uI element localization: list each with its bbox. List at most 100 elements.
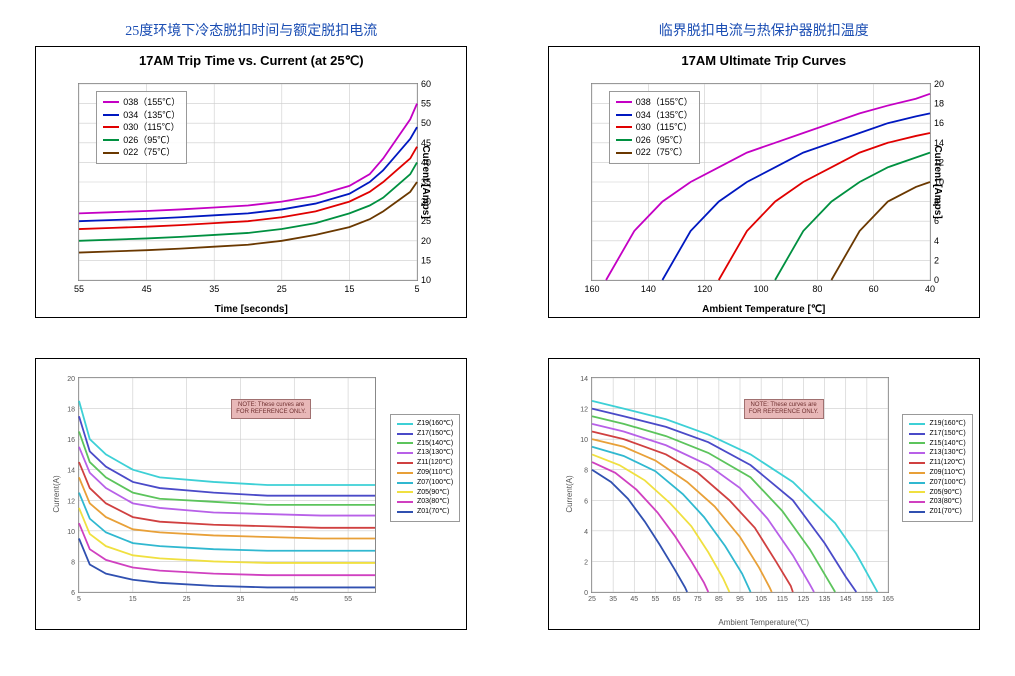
svg-text:105: 105 [755,596,767,603]
legend-item: Z13(130℃) [397,448,453,458]
legend-label: Z05(90℃) [929,488,961,498]
svg-text:120: 120 [697,284,712,294]
svg-text:25: 25 [183,596,191,603]
panel4-chart: 2535455565758595105115125135145155165024… [548,358,980,630]
legend-label: Z15(140℃) [417,439,453,449]
legend-item: 038（155℃） [103,96,180,109]
panel1-title: 17AM Trip Time vs. Current (at 25℃) [36,53,466,69]
legend-item: Z03(80℃) [909,497,965,507]
legend-label: Z03(80℃) [417,497,449,507]
legend-label: Z01(70℃) [417,507,449,517]
panel-ref-curves-2: 2535455565758595105115125135145155165024… [533,358,996,630]
panel1-chart: 17AM Trip Time vs. Current (at 25℃) 55 45… [35,46,467,318]
svg-text:50: 50 [421,118,431,128]
panel4-plot: 2535455565758595105115125135145155165024… [591,377,889,593]
svg-text:20: 20 [421,236,431,246]
svg-text:155: 155 [861,596,873,603]
legend-item: Z13(130℃) [909,448,965,458]
legend-item: Z01(70℃) [909,507,965,517]
svg-text:15: 15 [421,255,431,265]
svg-text:75: 75 [694,596,702,603]
panel-ref-curves-1: 5152535455568101214161820 Current(A) NOT… [20,358,483,630]
svg-text:2: 2 [584,559,588,566]
svg-text:35: 35 [209,284,219,294]
svg-text:20: 20 [934,79,944,89]
legend-item: Z07(100℃) [397,478,453,488]
panel1-ylabel: Current [Amps] [420,145,431,218]
panel3-ylabel: Current(A) [52,475,61,512]
legend-item: 030（115℃） [103,121,180,134]
svg-text:10: 10 [421,275,431,285]
svg-text:25: 25 [277,284,287,294]
svg-text:35: 35 [609,596,617,603]
svg-text:115: 115 [776,596,787,603]
legend-label: 022（75℃） [123,146,175,159]
legend-label: 038（155℃） [636,96,693,109]
panel1-legend: 038（155℃）034（135℃）030（115℃）026（95℃）022（7… [96,91,187,164]
svg-text:85: 85 [715,596,723,603]
svg-text:65: 65 [672,596,680,603]
svg-text:160: 160 [584,284,599,294]
legend-label: Z13(130℃) [417,448,453,458]
panel3-plot: 5152535455568101214161820 [78,377,376,593]
legend-item: Z05(90℃) [397,488,453,498]
legend-item: Z11(120℃) [909,458,965,468]
legend-label: 030（115℃） [123,121,179,134]
legend-label: Z09(110℃) [417,468,453,478]
svg-text:45: 45 [142,284,152,294]
panel4-legend: Z19(160℃)Z17(150℃)Z15(140℃)Z13(130℃)Z11(… [902,414,972,522]
panel2-ylabel: Current [Amps] [933,145,944,218]
legend-label: 034（135℃） [123,109,180,122]
legend-item: Z09(110℃) [909,468,965,478]
svg-text:125: 125 [797,596,809,603]
legend-item: Z19(160℃) [397,419,453,429]
legend-label: Z17(150℃) [929,429,965,439]
panel1-xlabel: Time [seconds] [36,304,466,315]
legend-label: Z05(90℃) [417,488,449,498]
legend-item: Z15(140℃) [909,439,965,449]
panel-trip-time: 25度环境下冷态脱扣时间与额定脱扣电流 17AM Trip Time vs. C… [20,20,483,318]
legend-label: 026（95℃） [123,134,175,147]
legend-item: Z03(80℃) [397,497,453,507]
legend-item: Z11(120℃) [397,458,453,468]
svg-text:2: 2 [934,255,939,265]
legend-item: 026（95℃） [103,134,180,147]
svg-text:100: 100 [753,284,768,294]
panel2-caption: 临界脱扣电流与热保护器脱扣温度 [659,20,869,40]
svg-text:20: 20 [67,376,75,383]
svg-text:55: 55 [344,596,352,603]
svg-text:0: 0 [584,590,588,597]
svg-text:45: 45 [630,596,638,603]
svg-text:45: 45 [291,596,299,603]
svg-text:12: 12 [580,407,588,414]
panel2-title: 17AM Ultimate Trip Curves [549,53,979,68]
legend-label: Z11(120℃) [417,458,453,468]
svg-text:60: 60 [421,79,431,89]
legend-item: 038（155℃） [616,96,693,109]
svg-text:55: 55 [74,284,84,294]
legend-label: Z17(150℃) [417,429,453,439]
svg-text:0: 0 [934,275,939,285]
legend-item: 022（75℃） [103,146,180,159]
panel3-note: NOTE: These curves areFOR REFERENCE ONLY… [231,399,311,419]
legend-label: 038（155℃） [123,96,180,109]
svg-text:6: 6 [71,590,75,597]
panel2-legend: 038（155℃）034（135℃）030（115℃）026（95℃）022（7… [609,91,700,164]
svg-text:10: 10 [580,437,588,444]
svg-text:5: 5 [415,284,420,294]
legend-label: Z09(110℃) [929,468,965,478]
legend-item: 026（95℃） [616,134,693,147]
svg-text:95: 95 [736,596,744,603]
legend-label: Z07(100℃) [417,478,453,488]
panel4-note: NOTE: These curves areFOR REFERENCE ONLY… [744,399,824,419]
svg-text:18: 18 [934,99,944,109]
svg-text:5: 5 [77,596,81,603]
svg-text:55: 55 [421,99,431,109]
panel4-ylabel: Current(A) [565,475,574,512]
legend-label: 026（95℃） [636,134,688,147]
panel4-xlabel: Ambient Temperature(℃) [549,618,979,627]
svg-text:80: 80 [812,284,822,294]
panel1-caption: 25度环境下冷态脱扣时间与额定脱扣电流 [125,20,377,40]
svg-text:18: 18 [67,407,75,414]
svg-text:10: 10 [67,529,75,536]
